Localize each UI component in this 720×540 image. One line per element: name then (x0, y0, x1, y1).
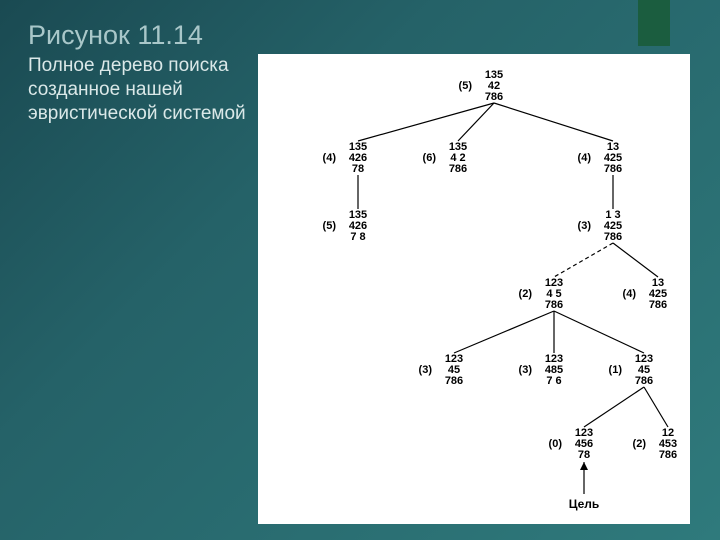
edge-c1-d (554, 243, 613, 277)
slide-title: Рисунок 11.14 (28, 18, 268, 52)
goal-arrow-head (580, 462, 588, 470)
slide-subtitle: Полное дерево поиска созданное нашей эвр… (28, 54, 258, 126)
edge-d3-g0 (584, 387, 644, 427)
accent-bar (638, 0, 670, 46)
node-d1-l2: 786 (445, 375, 463, 387)
edge-root-b (458, 103, 494, 141)
goal-label: Цель (569, 497, 600, 511)
edge-root-a (358, 103, 494, 141)
node-g0-l2: 78 (578, 449, 590, 461)
edge-c1-e (613, 243, 658, 277)
score-b: (6) (423, 152, 437, 164)
score-root: (5) (459, 80, 473, 92)
score-d2: (3) (519, 364, 533, 376)
score-g0: (0) (549, 438, 563, 450)
node-g1-l2: 786 (659, 449, 677, 461)
score-d: (2) (519, 288, 533, 300)
search-tree-figure: 13542786135426781354 2786134257861354267… (258, 54, 690, 524)
score-d3: (1) (609, 364, 623, 376)
node-e-l2: 786 (649, 299, 667, 311)
score-a1: (5) (323, 220, 337, 232)
node-d2-l2: 7 6 (546, 375, 561, 387)
node-c-l2: 786 (604, 163, 622, 175)
node-a1-l2: 7 8 (350, 231, 365, 243)
score-a: (4) (323, 152, 337, 164)
node-root-l2: 786 (485, 91, 503, 103)
node-d-l2: 786 (545, 299, 563, 311)
edge-root-c (494, 103, 613, 141)
edge-d-d3 (554, 311, 644, 353)
score-g1: (2) (633, 438, 647, 450)
node-d3-l2: 786 (635, 375, 653, 387)
node-a-l2: 78 (352, 163, 364, 175)
score-e: (4) (623, 288, 637, 300)
score-c1: (3) (578, 220, 592, 232)
score-c: (4) (578, 152, 592, 164)
tree-svg: 13542786135426781354 2786134257861354267… (258, 54, 690, 524)
edge-d-d1 (454, 311, 554, 353)
edge-d3-g1 (644, 387, 668, 427)
node-b-l2: 786 (449, 163, 467, 175)
score-d1: (3) (419, 364, 433, 376)
node-c1-l2: 786 (604, 231, 622, 243)
